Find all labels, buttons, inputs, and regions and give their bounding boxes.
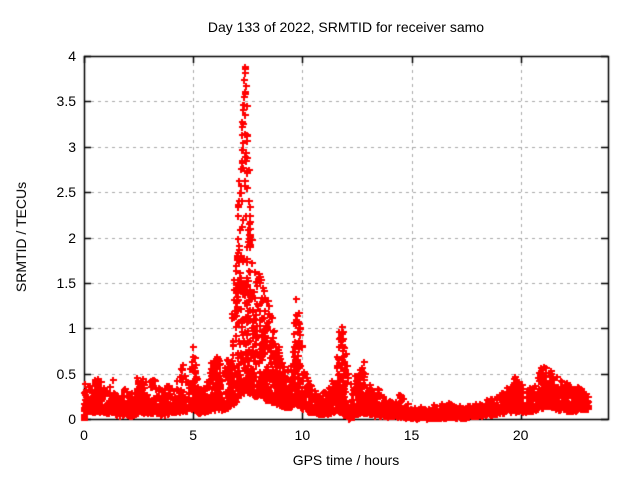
- y-tick-label: 1.5: [56, 274, 76, 291]
- y-axis-label: SRMTID / TECUs: [13, 181, 29, 293]
- x-tick-label: 0: [80, 427, 88, 443]
- x-tick-label: 5: [189, 427, 198, 443]
- x-tick-label: 20: [512, 427, 529, 443]
- y-tick-label: 3.5: [56, 93, 76, 110]
- x-axis-label: GPS time / hours: [292, 452, 400, 468]
- y-tick-label: 0.5: [56, 365, 76, 382]
- y-tick-label: 4: [68, 48, 76, 64]
- x-tick-label: 15: [403, 427, 420, 443]
- y-tick-label: 3: [68, 138, 76, 155]
- x-tick-label: 10: [294, 427, 311, 443]
- y-tick-label: 2: [68, 229, 76, 246]
- y-tick-label: 1: [68, 320, 76, 337]
- y-tick-label: 2.5: [56, 184, 76, 201]
- chart-title: Day 133 of 2022, SRMTID for receiver sam…: [207, 19, 485, 35]
- y-tick-label: 0: [68, 411, 76, 427]
